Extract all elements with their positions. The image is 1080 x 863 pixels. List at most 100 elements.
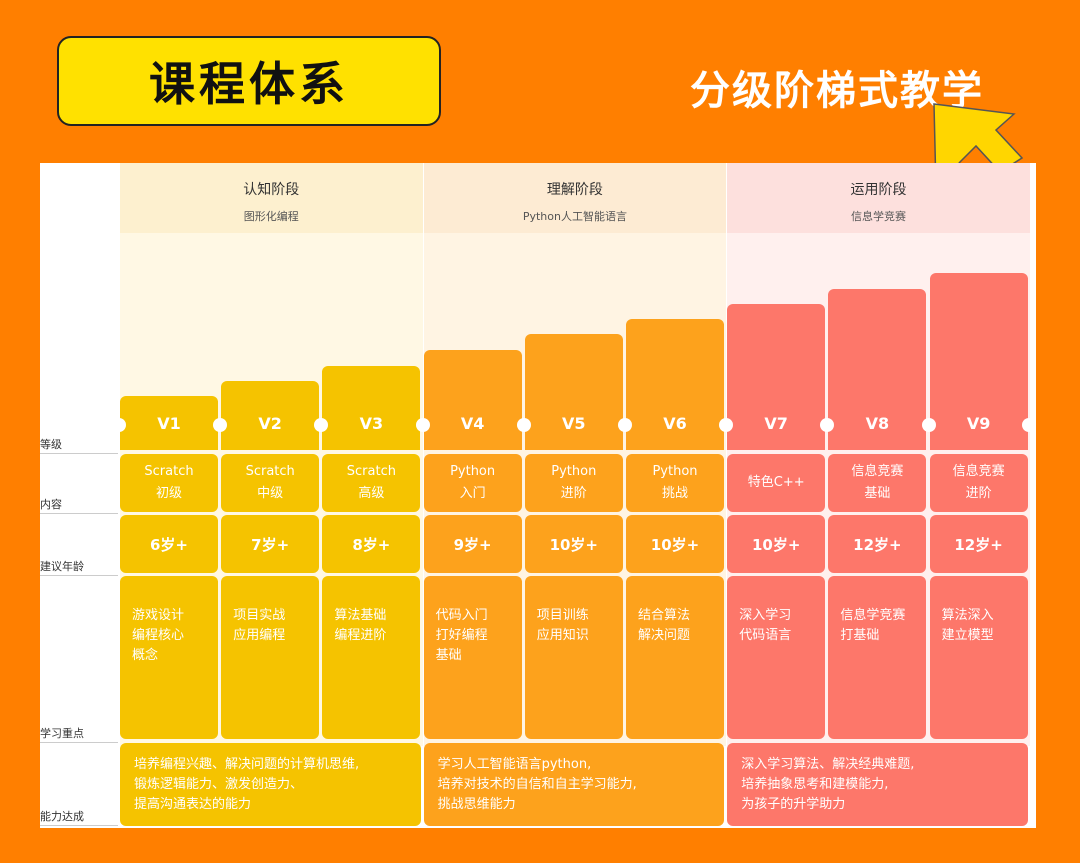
focus-text: 建立模型 bbox=[941, 628, 994, 643]
content-cell: 特色C++ bbox=[727, 454, 826, 512]
focus-cell: 游戏设计 编程核心 概念 bbox=[120, 576, 218, 739]
content-text: 入门 bbox=[459, 486, 486, 501]
focus-cell: 代码入门 打好编程 基础 bbox=[423, 576, 522, 739]
step-notch bbox=[719, 418, 734, 432]
level-step bbox=[423, 350, 522, 450]
content-cell: Python 挑战 bbox=[626, 454, 724, 512]
age-cell: 8岁+ bbox=[322, 515, 421, 573]
row-label-ability: 能力达成 bbox=[40, 810, 84, 823]
age-cell: 10岁+ bbox=[626, 515, 724, 573]
content-text: Python bbox=[450, 464, 496, 479]
step-notch bbox=[415, 418, 430, 432]
content-cell: 信息竞赛 进阶 bbox=[929, 454, 1028, 512]
content-text: 基础 bbox=[864, 486, 891, 501]
age-cell: 10岁+ bbox=[524, 515, 623, 573]
level-step bbox=[120, 396, 218, 450]
focus-cell: 项目实战 应用编程 bbox=[221, 576, 320, 739]
ability-text: 培养抽象思考和建模能力, bbox=[741, 777, 889, 792]
focus-cell: 深入学习 代码语言 bbox=[727, 576, 826, 739]
phase-title: 认知阶段 bbox=[243, 182, 300, 198]
content-text: 进阶 bbox=[560, 486, 587, 501]
content-text: 中级 bbox=[257, 486, 284, 501]
level-label: V9 bbox=[966, 413, 991, 433]
content-text: Python bbox=[551, 464, 597, 479]
level-label: V8 bbox=[865, 413, 890, 433]
focus-text: 代码入门 bbox=[435, 608, 488, 623]
focus-cell: 算法基础 编程进阶 bbox=[322, 576, 421, 739]
content-cell: Scratch 初级 bbox=[120, 454, 218, 512]
step-notch bbox=[213, 418, 228, 432]
phase-header: 运用阶段 信息学竞赛 bbox=[727, 163, 1030, 233]
focus-cell: 项目训练 应用知识 bbox=[524, 576, 623, 739]
focus-text: 深入学习 bbox=[739, 608, 792, 623]
age-cell: 6岁+ bbox=[120, 515, 218, 573]
ability-cell: 深入学习算法、解决经典难题, 培养抽象思考和建模能力, 为孩子的升学助力 bbox=[727, 743, 1028, 826]
page-title: 课程体系 bbox=[57, 36, 441, 126]
step-notch bbox=[1021, 418, 1036, 432]
level-label: V2 bbox=[258, 413, 282, 433]
phase-subtitle: 图形化编程 bbox=[243, 210, 299, 223]
focus-text: 应用知识 bbox=[536, 628, 589, 643]
level-step bbox=[322, 366, 421, 450]
age-cell: 12岁+ bbox=[929, 515, 1028, 573]
content-cell: Python 入门 bbox=[423, 454, 522, 512]
focus-text: 解决问题 bbox=[638, 628, 691, 643]
row-label-age: 建议年龄 bbox=[40, 560, 84, 573]
content-cell: Python 进阶 bbox=[524, 454, 623, 512]
focus-text: 信息学竞赛 bbox=[840, 608, 906, 623]
level-label: V3 bbox=[359, 413, 384, 433]
content-text: Python bbox=[652, 464, 698, 479]
step-notch bbox=[618, 418, 632, 432]
curriculum-table: 认知阶段图形化编程 理解阶段 Python人工智能语言 运用阶段信息学竞赛 V1 V2 V3… bbox=[40, 163, 1036, 828]
content-cell: Scratch 高级 bbox=[322, 454, 421, 512]
focus-text: 代码语言 bbox=[739, 628, 792, 643]
level-step bbox=[626, 319, 724, 450]
phase-subtitle: 信息学竞赛 bbox=[850, 210, 906, 223]
focus-cell: 信息学竞赛 打基础 bbox=[828, 576, 927, 739]
ability-text: 挑战思维能力 bbox=[437, 797, 516, 812]
content-text: 信息竞赛 bbox=[851, 464, 904, 479]
level-step bbox=[828, 289, 927, 450]
row-separator bbox=[40, 453, 118, 454]
ability-text: 锻炼逻辑能力、激发创造力、 bbox=[134, 777, 304, 792]
step-notch bbox=[112, 418, 126, 432]
focus-text: 概念 bbox=[132, 648, 159, 663]
phase-title: 理解阶段 bbox=[546, 182, 603, 198]
focus-text: 应用编程 bbox=[233, 628, 286, 643]
focus-text: 项目实战 bbox=[233, 608, 286, 623]
focus-text: 游戏设计 bbox=[132, 608, 185, 623]
phase-header: 认知阶段 图形化编程 bbox=[120, 163, 423, 233]
row-label-focus: 学习重点 bbox=[40, 727, 84, 740]
row-label-content: 内容 bbox=[40, 498, 62, 511]
row-separator bbox=[40, 825, 118, 826]
level-label: V6 bbox=[663, 413, 687, 433]
ability-text: 培养对技术的自信和自主学习能力, bbox=[437, 777, 637, 792]
ability-text: 为孩子的升学助力 bbox=[741, 797, 846, 812]
phase-title: 运用阶段 bbox=[850, 182, 907, 198]
content-cell: Scratch 中级 bbox=[221, 454, 320, 512]
age-cell: 10岁+ bbox=[727, 515, 826, 573]
content-cell: 信息竞赛 基础 bbox=[828, 454, 927, 512]
focus-cell: 结合算法 解决问题 bbox=[626, 576, 724, 739]
level-step bbox=[524, 334, 623, 450]
phase-subtitle: Python人工智能语言 bbox=[522, 210, 627, 223]
focus-text: 打基础 bbox=[840, 628, 880, 643]
ability-cell: 培养编程兴趣、解决问题的计算机思维, 锻炼逻辑能力、激发创造力、 提高沟通表达的能力 bbox=[120, 743, 421, 826]
phase-header: 理解阶段 Python人工智能语言 bbox=[423, 163, 727, 233]
content-text: Scratch bbox=[346, 464, 396, 479]
level-label: V7 bbox=[764, 413, 788, 433]
ability-text: 深入学习算法、解决经典难题, bbox=[741, 757, 915, 772]
step-notch bbox=[516, 418, 531, 432]
age-cell: 9岁+ bbox=[423, 515, 522, 573]
row-separator bbox=[40, 513, 118, 514]
content-text: Scratch bbox=[144, 464, 194, 479]
level-label: V5 bbox=[562, 413, 586, 433]
content-text: 初级 bbox=[155, 486, 182, 501]
focus-text: 基础 bbox=[435, 648, 462, 663]
focus-text: 算法深入 bbox=[941, 608, 994, 623]
row-separator bbox=[40, 575, 118, 576]
level-step bbox=[727, 304, 826, 450]
ability-cell: 学习人工智能语言python, 培养对技术的自信和自主学习能力, 挑战思维能力 bbox=[423, 743, 725, 826]
level-label: V1 bbox=[157, 413, 181, 433]
age-cell: 12岁+ bbox=[828, 515, 927, 573]
